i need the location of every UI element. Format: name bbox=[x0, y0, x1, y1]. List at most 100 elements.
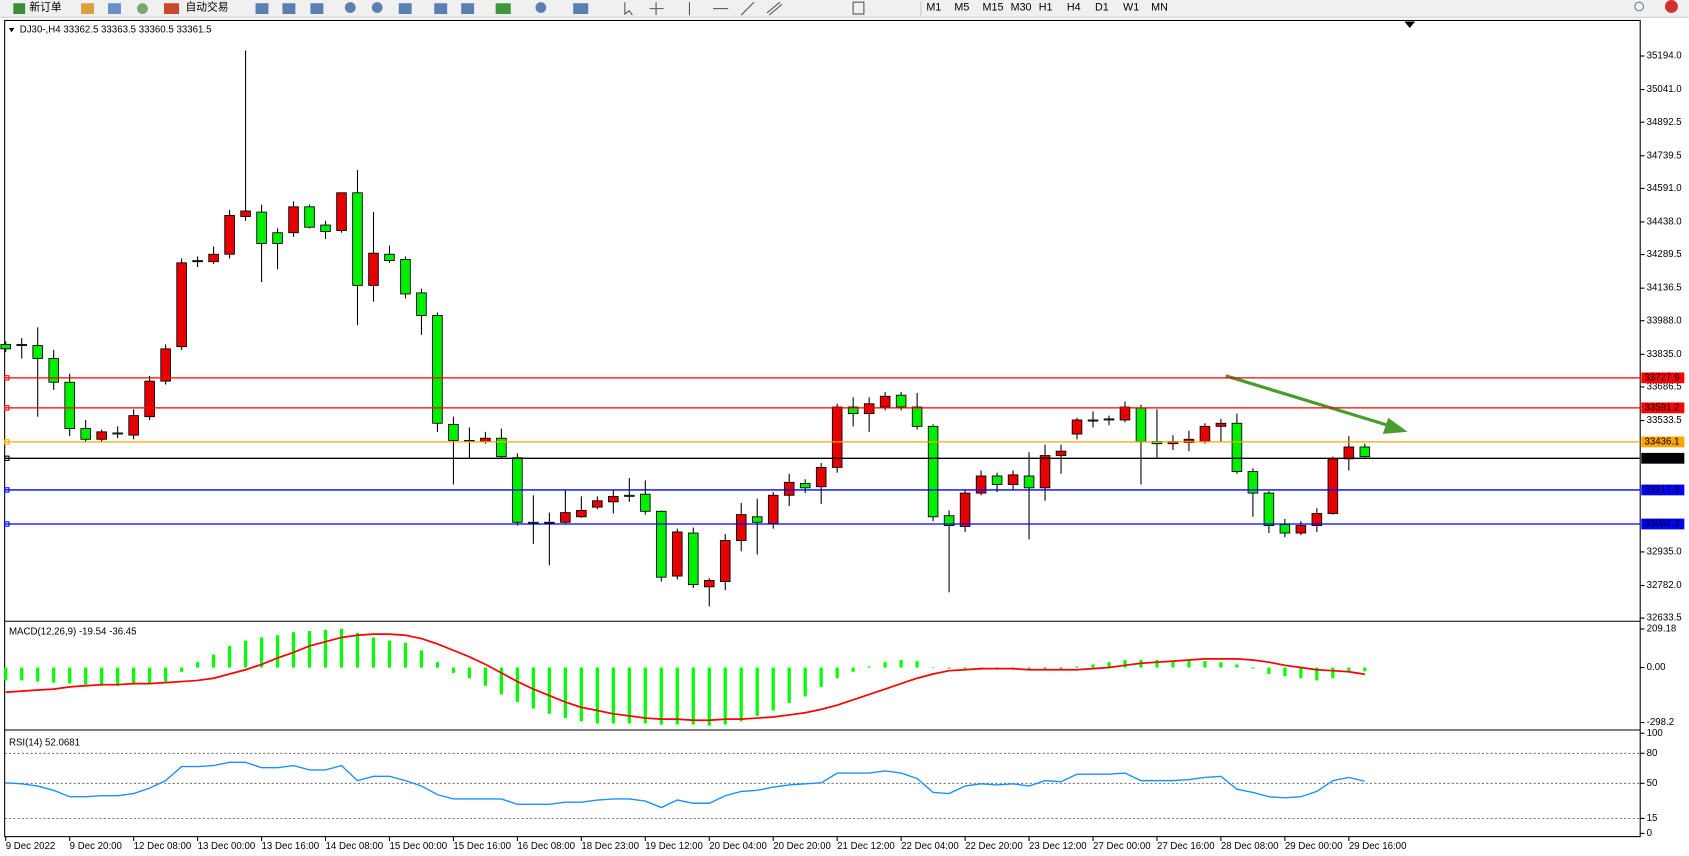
tool-icon[interactable] bbox=[282, 3, 296, 14]
x-tick-label: 20 Dec 20:00 bbox=[773, 841, 831, 852]
candle-body bbox=[687, 532, 699, 586]
tool-icon[interactable] bbox=[461, 3, 475, 14]
x-tick-label: 29 Dec 00:00 bbox=[1285, 841, 1343, 852]
channel-tool[interactable] bbox=[766, 1, 783, 16]
candle-body bbox=[703, 580, 715, 588]
candle-body bbox=[1199, 425, 1211, 442]
candle-body bbox=[1279, 524, 1291, 534]
x-tick-label: 13 Dec 16:00 bbox=[262, 841, 320, 852]
macd-bar bbox=[132, 667, 136, 685]
candle-body bbox=[320, 224, 331, 233]
macd-bar bbox=[371, 637, 376, 668]
x-tick-label: 22 Dec 04:00 bbox=[901, 841, 959, 852]
auto-trading-icon[interactable] bbox=[164, 3, 180, 14]
candle-body bbox=[528, 521, 539, 524]
timeframe-button[interactable]: M30 bbox=[1011, 1, 1032, 13]
x-tick-label: 27 Dec 00:00 bbox=[1093, 841, 1151, 852]
price-level-tag bbox=[1641, 484, 1685, 496]
y-tick-label: 209.18 bbox=[1647, 624, 1677, 635]
level-end-marker bbox=[4, 375, 10, 381]
macd-bar bbox=[1107, 662, 1111, 668]
macd-bar bbox=[36, 667, 40, 682]
macd-bar bbox=[563, 667, 567, 719]
tool-icon[interactable] bbox=[535, 2, 547, 13]
candle-body bbox=[975, 475, 987, 494]
x-tick-label: 21 Dec 12:00 bbox=[837, 841, 895, 852]
candle-body bbox=[560, 512, 571, 523]
y-tick-label: 34892.5 bbox=[1647, 117, 1682, 128]
tool-icon[interactable] bbox=[434, 3, 448, 14]
macd-bar bbox=[467, 667, 472, 679]
y-tick-label: 50 bbox=[1647, 778, 1658, 789]
timeframe-button[interactable]: MN bbox=[1151, 1, 1168, 13]
tool-icon[interactable] bbox=[371, 2, 383, 13]
candle-body bbox=[847, 406, 859, 415]
candle-body bbox=[1039, 455, 1051, 489]
timeframe-button[interactable]: M1 bbox=[926, 1, 941, 13]
new-order[interactable]: 新订单 bbox=[29, 0, 62, 13]
candle-body bbox=[1119, 406, 1131, 421]
level-end-marker bbox=[4, 439, 10, 445]
macd-bar bbox=[1363, 667, 1367, 672]
macd-bar bbox=[595, 667, 599, 724]
y-tick-label: 34136.5 bbox=[1647, 283, 1682, 294]
candle-body bbox=[879, 395, 891, 408]
timeframe-button[interactable]: D1 bbox=[1095, 1, 1109, 13]
tool-icon[interactable] bbox=[573, 3, 589, 14]
macd-bar bbox=[1075, 666, 1079, 668]
macd-signal bbox=[5, 633, 1365, 722]
candle-body bbox=[192, 260, 203, 263]
macd-bar bbox=[899, 659, 903, 668]
price-level-label: 33436.1 bbox=[1645, 436, 1680, 447]
candle-body bbox=[608, 495, 619, 503]
y-tick-label: 34591.0 bbox=[1647, 183, 1683, 194]
crosshair-tool[interactable] bbox=[649, 2, 664, 16]
macd-bar bbox=[195, 662, 200, 668]
tool-icon[interactable] bbox=[255, 3, 269, 14]
y-tick-label: 32782.0 bbox=[1647, 580, 1683, 591]
macd-bar bbox=[419, 650, 424, 668]
x-tick-label: 22 Dec 20:00 bbox=[965, 841, 1023, 852]
candle-body bbox=[64, 381, 75, 429]
price-level-label: 33361.5 bbox=[1645, 453, 1680, 464]
label-tool[interactable] bbox=[852, 1, 865, 15]
timeframe-button[interactable]: M15 bbox=[983, 1, 1004, 13]
tool-icon[interactable] bbox=[310, 3, 324, 14]
price-level-tag bbox=[1641, 518, 1685, 530]
macd-bar bbox=[243, 640, 248, 668]
y-tick-label: 34438.0 bbox=[1647, 217, 1683, 228]
tool-icon[interactable] bbox=[81, 3, 95, 14]
candle-body bbox=[592, 500, 603, 508]
candle-body bbox=[304, 206, 315, 228]
y-tick-label: 34739.5 bbox=[1647, 150, 1682, 161]
timeframe-button[interactable]: H1 bbox=[1039, 1, 1053, 13]
candle-body bbox=[991, 475, 1003, 485]
new-order-icon[interactable] bbox=[13, 3, 26, 14]
timeframe-button[interactable]: M5 bbox=[954, 1, 969, 13]
macd-bar bbox=[291, 632, 296, 668]
cursor-tool[interactable] bbox=[624, 2, 633, 16]
price-level-label: 33062.3 bbox=[1645, 519, 1680, 530]
candle-body bbox=[927, 425, 939, 518]
search-icon[interactable] bbox=[1634, 1, 1644, 12]
x-tick-label: 20 Dec 04:00 bbox=[709, 841, 767, 852]
tool-icon[interactable] bbox=[137, 3, 148, 14]
timeframe-button[interactable]: W1 bbox=[1123, 1, 1139, 13]
tool-icon[interactable] bbox=[495, 3, 511, 14]
auto-trading[interactable]: 自动交易 bbox=[186, 0, 229, 13]
tool-icon[interactable] bbox=[344, 2, 356, 13]
macd-bar bbox=[531, 667, 535, 709]
y-tick-label: -298.2 bbox=[1647, 717, 1674, 728]
candle-body bbox=[719, 540, 731, 582]
trendline-tool[interactable] bbox=[740, 1, 755, 16]
macd-bar bbox=[1059, 667, 1063, 670]
macd-bar bbox=[259, 637, 264, 668]
notification-icon[interactable] bbox=[1664, 0, 1678, 13]
tool-icon[interactable] bbox=[398, 3, 412, 14]
macd-bar bbox=[1331, 667, 1335, 679]
candle-body bbox=[240, 210, 251, 217]
tool-icon[interactable] bbox=[108, 3, 121, 14]
candle-body bbox=[767, 494, 779, 524]
timeframe-button[interactable]: H4 bbox=[1067, 1, 1081, 13]
